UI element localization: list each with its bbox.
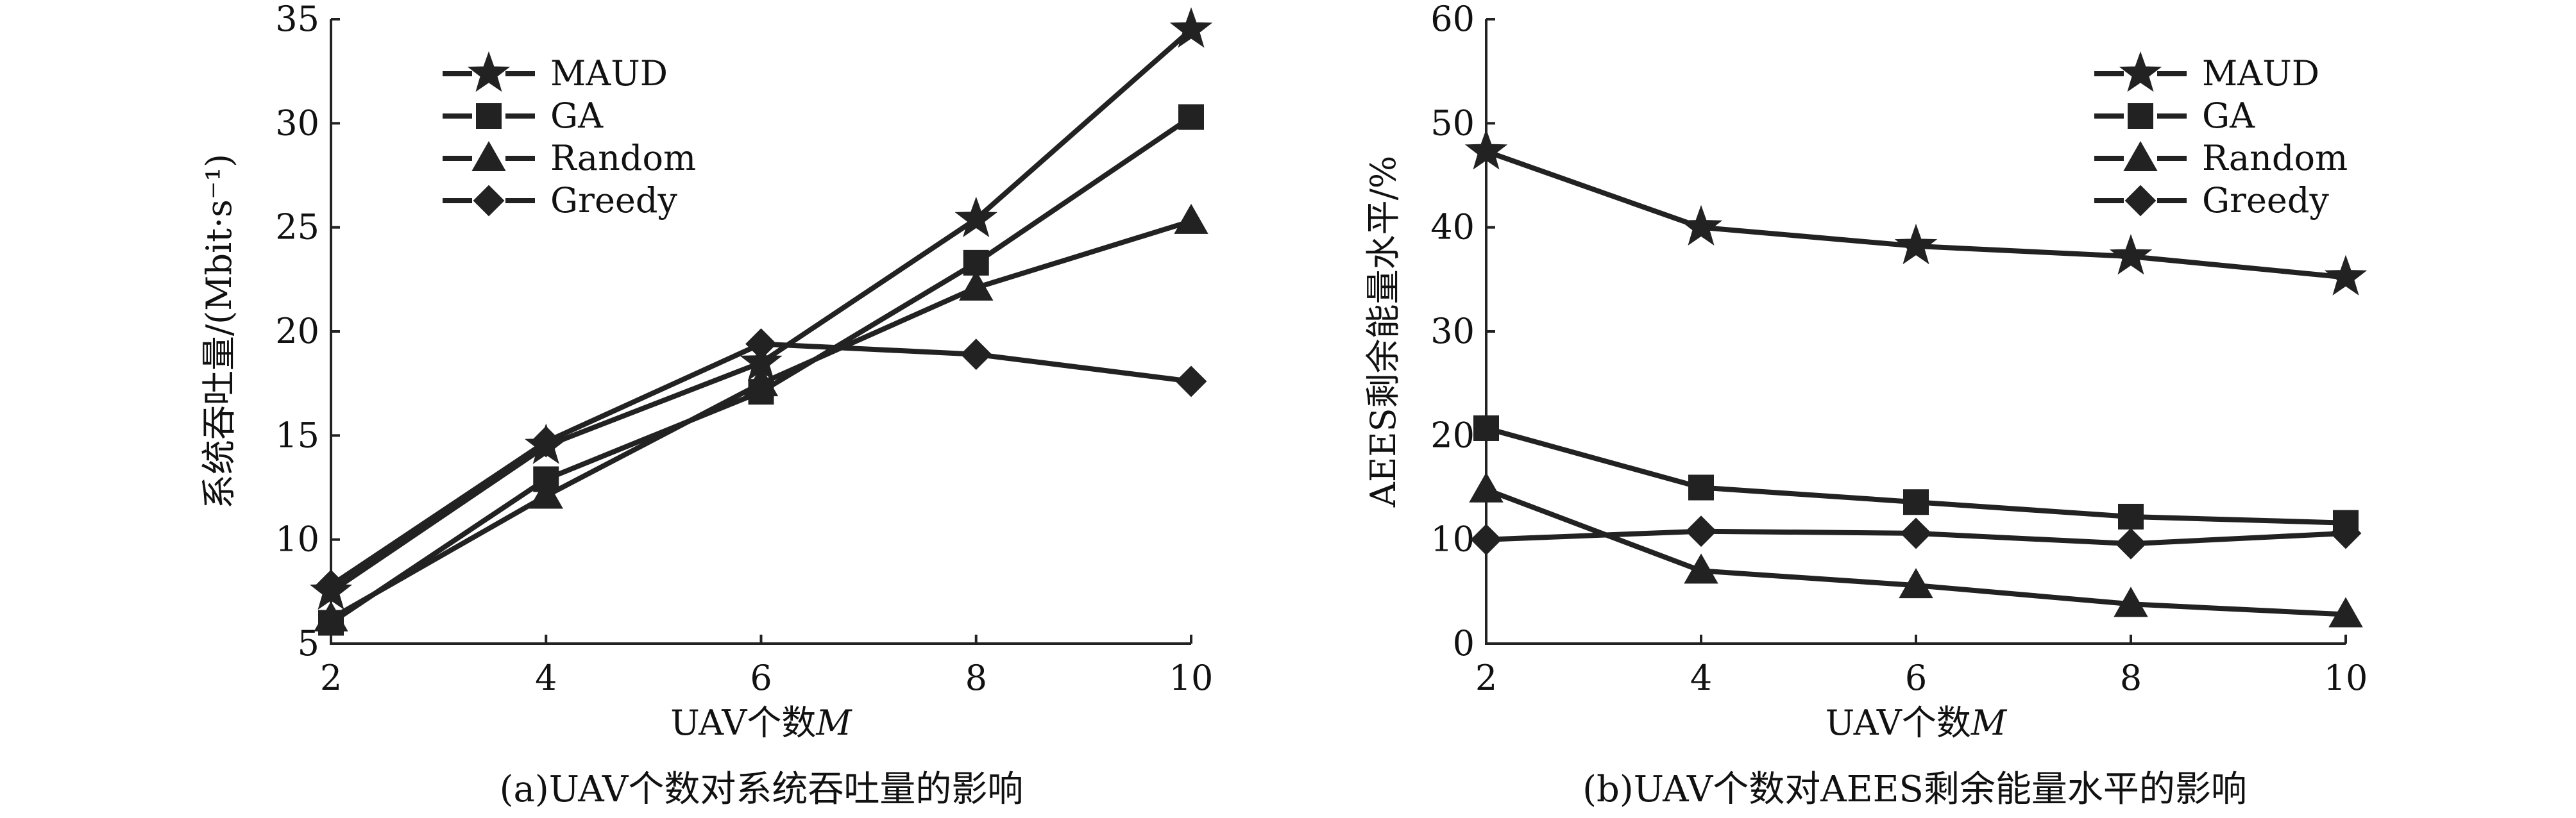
- b-point-maud: [1894, 223, 1938, 265]
- b-point-maud: [1464, 129, 1508, 170]
- a-legend-label-maud: MAUD: [550, 53, 668, 94]
- a-xtick-label: 4: [535, 658, 557, 698]
- a-xtick-label: 6: [750, 658, 772, 698]
- b-point-greedy: [1470, 524, 1502, 556]
- b-ytick-label: 50: [1430, 103, 1475, 143]
- a-ytick-label: 30: [275, 103, 319, 143]
- a-caption: (a)UAV个数对系统吞吐量的影响: [500, 769, 1024, 810]
- b-xtick-label: 8: [2120, 658, 2142, 698]
- a-legend-marker-random: [471, 140, 506, 171]
- a-point-random: [1174, 203, 1208, 234]
- a-ytick-label: 20: [275, 311, 319, 351]
- b-ytick-label: 20: [1430, 415, 1475, 455]
- a-ytick-label: 10: [275, 519, 319, 560]
- b-xtick-label: 4: [1690, 658, 1712, 698]
- a-point-ga: [1178, 104, 1204, 130]
- b-legend-marker-greedy: [2124, 185, 2157, 217]
- b-point-maud: [2324, 255, 2368, 296]
- b-point-greedy: [2330, 517, 2362, 549]
- b-point-maud: [1679, 204, 1723, 246]
- a-ytick-label: 15: [275, 415, 319, 455]
- a-legend-label-ga: GA: [550, 96, 604, 136]
- a-xtick-label: 8: [965, 658, 987, 698]
- b-point-ga: [1903, 489, 1929, 515]
- a-x-axis-label: UAV个数M: [670, 703, 852, 743]
- b-ytick-label: 30: [1430, 311, 1475, 351]
- b-point-ga: [2118, 503, 2144, 530]
- a-legend-marker-maud: [467, 51, 511, 92]
- a-point-random: [529, 478, 563, 509]
- a-xtick-label: 2: [320, 658, 342, 698]
- b-legend-marker-maud: [2119, 51, 2162, 92]
- b-xtick-label: 10: [2324, 658, 2368, 698]
- b-legend-label-greedy: Greedy: [2202, 180, 2329, 221]
- b-x-axis-label: UAV个数M: [1826, 703, 2008, 743]
- b-point-random: [2328, 597, 2363, 628]
- a-point-greedy: [1175, 365, 1207, 397]
- b-point-greedy: [1900, 517, 1932, 549]
- b-legend-label-random: Random: [2202, 138, 2348, 178]
- a-point-random: [959, 270, 994, 301]
- b-point-greedy: [2115, 528, 2147, 560]
- a-point-greedy: [960, 338, 992, 371]
- b-xtick-label: 2: [1475, 658, 1497, 698]
- b-legend-marker-random: [2123, 140, 2158, 171]
- a-ytick-label: 25: [275, 207, 319, 247]
- b-ytick-label: 60: [1430, 0, 1475, 39]
- a-point-maud: [954, 196, 998, 238]
- b-point-random: [2114, 587, 2148, 617]
- b-point-greedy: [1685, 515, 1717, 547]
- a-point-maud: [1169, 7, 1213, 48]
- b-point-ga: [1473, 415, 1499, 441]
- b-point-random: [1684, 553, 1718, 584]
- b-ytick-label: 10: [1430, 519, 1475, 560]
- a-point-random: [314, 601, 348, 632]
- b-xtick-label: 6: [1905, 658, 1927, 698]
- b-legend-marker-ga: [2128, 103, 2153, 129]
- b-caption: (b)UAV个数对AEES剩余能量水平的影响: [1582, 769, 2247, 810]
- b-point-random: [1899, 568, 1933, 599]
- a-legend-marker-ga: [476, 103, 502, 129]
- b-point-random: [1469, 472, 1504, 503]
- a-xtick-label: 10: [1169, 658, 1214, 698]
- a-point-greedy: [315, 569, 347, 601]
- b-ytick-label: 40: [1430, 207, 1475, 247]
- a-point-greedy: [745, 328, 777, 360]
- chart-energy: 0 10 20 30 40 50 60 2 4 6 8 10 UAV个数M AEES剩余能量水平/% (b)…: [1363, 0, 2368, 810]
- b-point-ga: [1688, 474, 1714, 501]
- a-y-axis-label: 系统吞吐量/(Mbit·s⁻¹): [199, 154, 239, 509]
- b-legend-label-maud: MAUD: [2202, 53, 2319, 94]
- a-legend-label-random: Random: [550, 138, 696, 178]
- b-y-axis-label: AEES剩余能量水平/%: [1363, 156, 1403, 508]
- a-legend-marker-greedy: [473, 185, 505, 217]
- a-series-line-random: [330, 219, 1192, 621]
- a-point-greedy: [530, 426, 562, 458]
- a-point-random: [743, 366, 779, 397]
- b-point-maud: [2109, 234, 2153, 275]
- b-legend-label-ga: GA: [2202, 96, 2255, 136]
- a-ytick-label: 35: [275, 0, 319, 39]
- b-ytick-label: 0: [1453, 623, 1475, 664]
- a-legend-label-greedy: Greedy: [550, 180, 677, 221]
